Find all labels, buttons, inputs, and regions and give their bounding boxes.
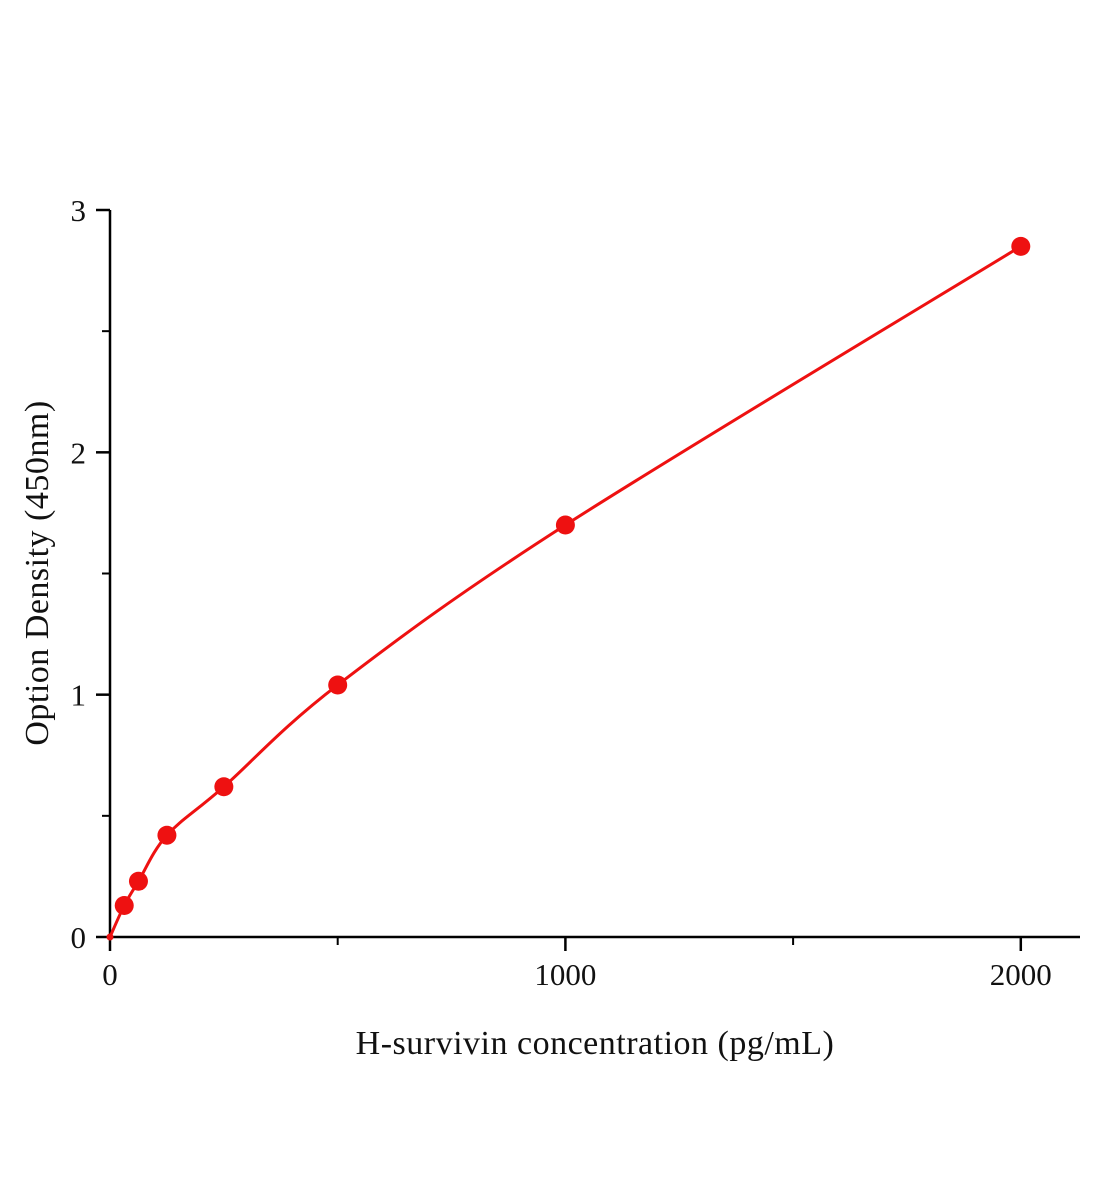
x-tick-label: 0	[102, 957, 118, 992]
axes: 0 1000 2000 0 1 2 3	[71, 193, 1080, 992]
y-tick-label: 0	[71, 920, 87, 955]
y-tick-label: 1	[71, 678, 87, 713]
y-axis-title: Option Density (450nm)	[19, 400, 56, 746]
data-point	[128, 871, 148, 891]
y-tick-label: 2	[71, 435, 87, 470]
data-point	[114, 895, 134, 915]
y-tick-label: 3	[71, 193, 87, 228]
data-point	[328, 675, 348, 695]
data-point	[157, 825, 177, 845]
x-tick-label: 1000	[534, 957, 596, 992]
data-point	[106, 933, 114, 941]
series-standard-curve	[106, 236, 1031, 941]
data-point	[214, 777, 234, 797]
data-point	[1011, 236, 1031, 256]
curve-line	[108, 244, 1023, 939]
data-point	[555, 515, 575, 535]
x-axis-title: H-survivin concentration (pg/mL)	[355, 1025, 835, 1062]
x-tick-label: 2000	[990, 957, 1052, 992]
